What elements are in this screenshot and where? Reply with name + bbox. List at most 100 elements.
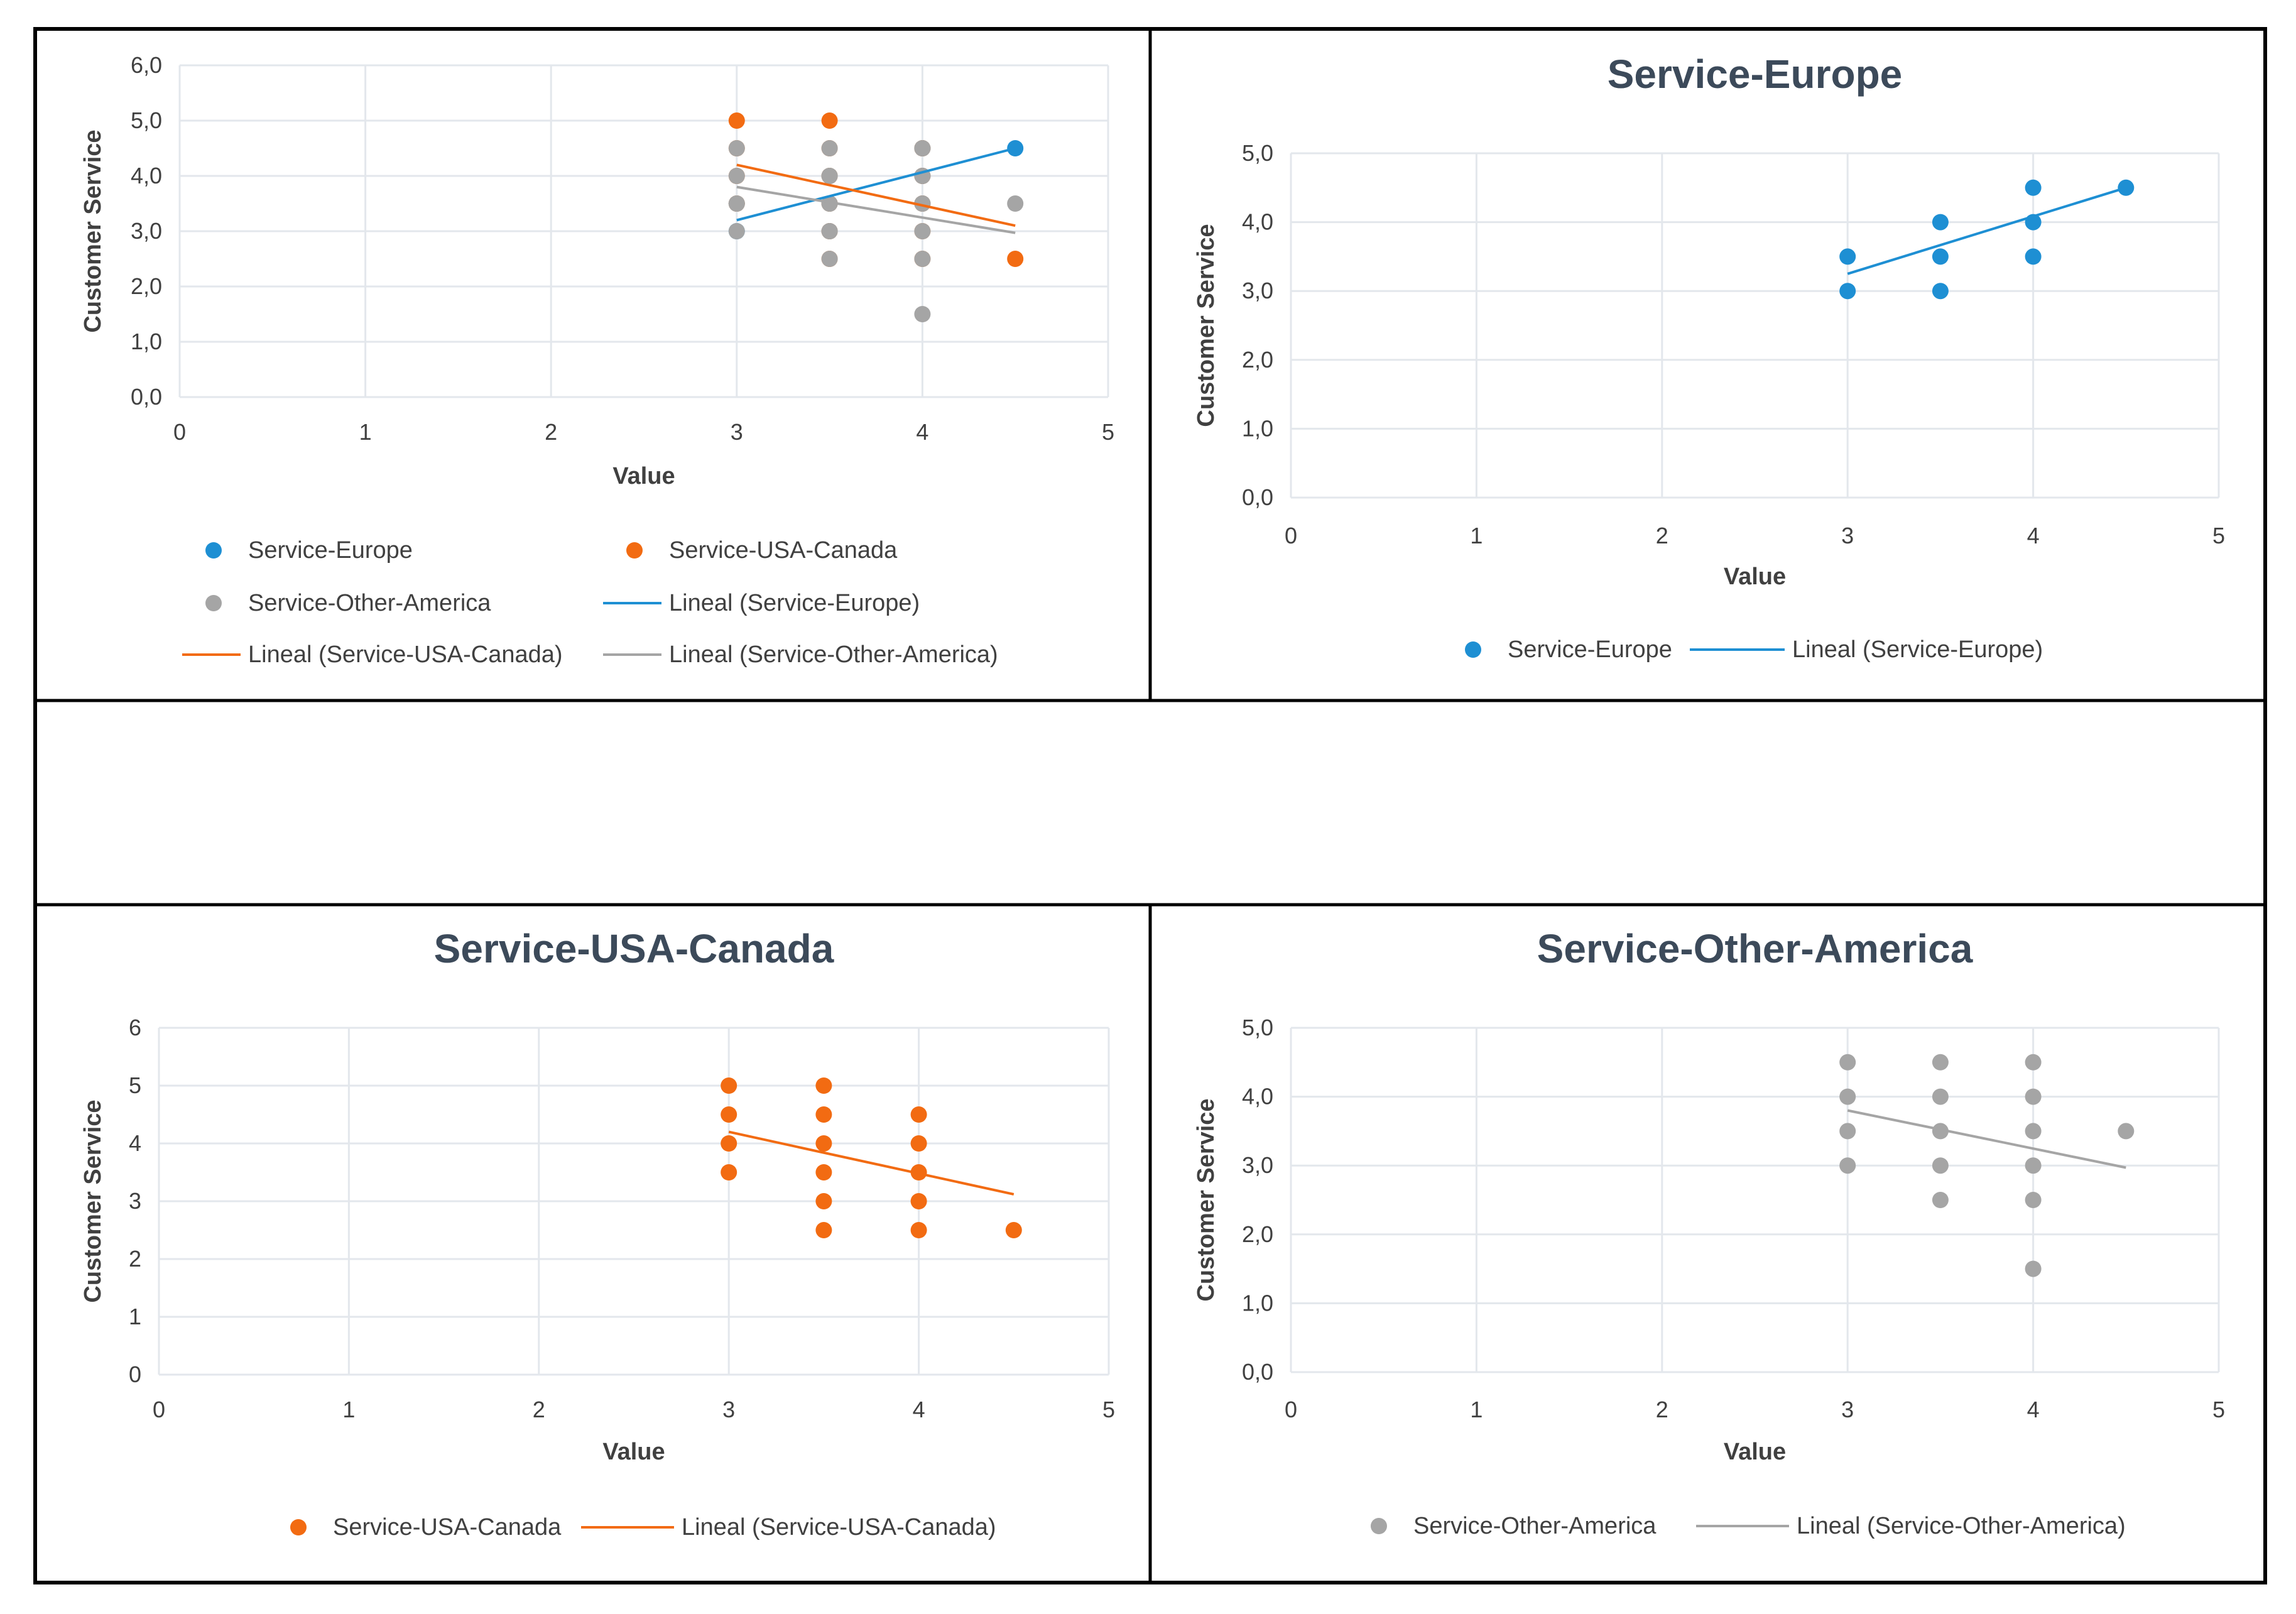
chart-panel-combined: 0 1 2 3 4 5 0,0 1,0 2,0 3,0 4,0 5,0 6,0 Value Customer… <box>80 52 1114 668</box>
x-tick-label: 1 <box>1470 523 1483 548</box>
series-service-usa-canada <box>721 1077 1022 1238</box>
x-tick-label: 1 <box>1470 1397 1483 1422</box>
y-tick-label: 4,0 <box>131 163 162 188</box>
y-tick-label: 4,0 <box>1242 209 1273 235</box>
y-tick-label: 3,0 <box>1242 278 1273 303</box>
y-tick-label: 0,0 <box>1242 484 1273 510</box>
y-tick-label: 2 <box>129 1246 141 1272</box>
legend-europe: Service-Europe Lineal (Service-Europe) <box>1465 636 2043 663</box>
data-point <box>2025 1157 2042 1174</box>
legend-label: Service-Other-America <box>248 590 491 616</box>
data-point <box>728 112 745 129</box>
data-point <box>815 1106 832 1123</box>
y-tick-label: 4 <box>129 1130 141 1156</box>
data-point <box>914 306 931 322</box>
data-point <box>914 251 931 267</box>
y-tick-label: 2,0 <box>1242 1221 1273 1247</box>
legend-label: Service-Europe <box>248 537 413 564</box>
data-point <box>1932 248 1949 265</box>
x-tick-label: 3 <box>1841 1397 1854 1422</box>
y-tick-label: 5,0 <box>1242 140 1273 166</box>
trendline-service-europe <box>1847 186 2126 275</box>
data-point <box>721 1135 737 1152</box>
data-point <box>1932 214 1949 231</box>
x-tick-label: 0 <box>153 1397 165 1422</box>
y-tick-label: 1,0 <box>1242 1290 1273 1316</box>
y-tick-label: 5,0 <box>131 107 162 133</box>
x-axis-title: Value <box>612 463 675 489</box>
legend-label: Service-Europe <box>1508 636 1672 663</box>
legend-marker-service-usa-canada <box>626 542 643 559</box>
legend-combined: Service-Europe Service-USA-Canada Service-… <box>182 537 998 668</box>
data-point <box>914 223 931 239</box>
data-point <box>1839 1157 1856 1174</box>
data-point <box>815 1222 832 1238</box>
x-tick-label: 0 <box>173 419 186 445</box>
series-service-europe <box>728 140 1024 239</box>
y-tick-label: 0,0 <box>1242 1359 1273 1385</box>
x-tick-label: 4 <box>2027 523 2040 548</box>
y-tick-label: 3 <box>129 1188 141 1214</box>
legend-label: Service-USA-Canada <box>669 537 898 564</box>
data-point <box>1007 251 1024 267</box>
data-point <box>2025 1192 2042 1208</box>
data-point <box>728 140 745 156</box>
x-tick-label: 0 <box>1285 1397 1297 1422</box>
data-point <box>721 1077 737 1094</box>
x-axis-title: Value <box>1724 564 1786 590</box>
legend-label: Service-USA-Canada <box>333 1514 562 1540</box>
chart-title-europe: Service-Europe <box>1608 52 1903 97</box>
data-point <box>1839 283 1856 300</box>
y-tick-label: 4,0 <box>1242 1084 1273 1110</box>
data-point <box>2025 1123 2042 1140</box>
x-tick-label: 3 <box>1841 523 1854 548</box>
legend-label: Lineal (Service-Other-America) <box>1797 1513 2126 1539</box>
x-tick-label: 2 <box>1656 523 1668 548</box>
x-tick-label: 4 <box>913 1397 925 1422</box>
x-tick-label: 4 <box>916 419 928 445</box>
x-tick-label: 4 <box>2027 1397 2040 1422</box>
x-tick-label: 1 <box>359 419 372 445</box>
y-tick-label: 0 <box>129 1361 141 1387</box>
data-point <box>721 1164 737 1181</box>
legend-usa-canada: Service-USA-Canada Lineal (Service-USA-Ca… <box>290 1514 996 1540</box>
legend-marker-service-other-america <box>205 595 222 611</box>
series-service-usa-canada <box>728 112 1024 267</box>
legend-label: Lineal (Service-Europe) <box>669 590 920 616</box>
data-point <box>815 1135 832 1152</box>
data-point <box>914 140 931 156</box>
x-tick-label: 5 <box>2212 1397 2225 1422</box>
data-point <box>815 1077 832 1094</box>
legend-label: Service-Other-America <box>1413 1513 1657 1539</box>
x-tick-label: 3 <box>731 419 743 445</box>
data-point <box>2118 1123 2135 1140</box>
data-point <box>815 1164 832 1181</box>
y-tick-label: 3,0 <box>1242 1152 1273 1178</box>
y-axis-title: Customer Service <box>80 1099 106 1302</box>
chart-title-other-america: Service-Other-America <box>1537 926 1973 971</box>
data-point <box>1839 1054 1856 1071</box>
y-tick-label: 1 <box>129 1304 141 1329</box>
data-point <box>1839 248 1856 265</box>
data-point <box>728 195 745 212</box>
data-point <box>821 223 838 239</box>
x-tick-label: 5 <box>1102 1397 1115 1422</box>
legend-marker-service-europe <box>1465 641 1481 658</box>
data-point <box>910 1135 927 1152</box>
y-axis-title: Customer Service <box>1193 1098 1219 1301</box>
figure-frame <box>33 27 2267 1584</box>
legend-label: Lineal (Service-Europe) <box>1792 636 2043 663</box>
chart-panel-europe: Service-Europe 0 1 2 3 4 5 0,0 1,0 2,0 3,0 4,0 5,0 Va… <box>1193 52 2225 663</box>
data-point <box>821 168 838 184</box>
x-tick-label: 1 <box>342 1397 355 1422</box>
x-tick-label: 0 <box>1285 523 1297 548</box>
series-service-other-america <box>728 140 1024 322</box>
legend-label: Lineal (Service-Other-America) <box>669 641 998 668</box>
x-axis-title: Value <box>602 1439 665 1465</box>
data-point <box>2025 1054 2042 1071</box>
chart-title-usa-canada: Service-USA-Canada <box>434 926 834 971</box>
series-service-europe <box>1839 179 2135 300</box>
x-tick-label: 3 <box>722 1397 735 1422</box>
